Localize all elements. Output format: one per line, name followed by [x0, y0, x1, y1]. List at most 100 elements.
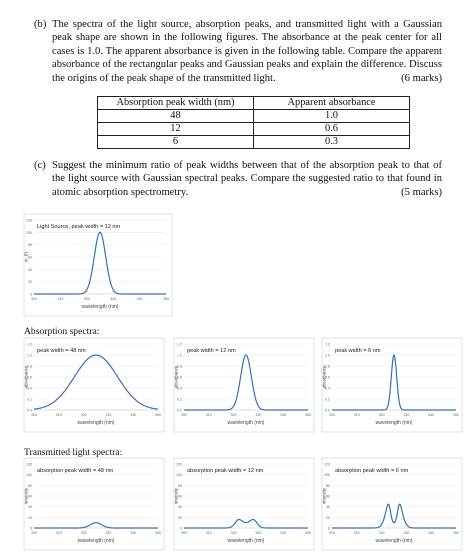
series-line [332, 503, 456, 529]
y-tick-label: 120 [324, 463, 330, 467]
absorption-spectra-heading: Absorption spectra: [24, 326, 100, 337]
spectrum-chart-2: 0.0 0.2 0.4 0.6 0.8 1.0 1.2 300 310 320 330 340 350 w… [23, 337, 165, 433]
x-tick-label: 320 [231, 531, 237, 535]
y-tick-label: 1.0 [177, 354, 182, 358]
spectrum-chart-1: 0 20 40 60 80 100 120 300 310 320 330 340 350 wavelen… [23, 213, 173, 317]
table-row: 6 0.3 [97, 135, 410, 149]
series-line [184, 518, 308, 529]
y-tick-label: 1.2 [325, 343, 330, 347]
y-tick-label: 0.6 [27, 376, 32, 380]
chart-frame [321, 457, 463, 551]
y-tick-label: 40 [326, 505, 330, 509]
y-tick-label: 60 [326, 495, 330, 499]
y-axis-title: in. (l) [24, 252, 29, 262]
chart-title: peak width = 48 nm [37, 348, 86, 354]
x-tick-label: 350 [305, 413, 311, 417]
table-cell: 0.3 [253, 135, 410, 149]
x-tick-label: 340 [130, 531, 136, 535]
x-tick-label: 330 [403, 531, 409, 535]
y-tick-label: 0 [30, 293, 32, 297]
apparent-absorbance-table: Absorption peak width (nm) Apparent abso… [97, 96, 410, 149]
y-tick-label: 20 [28, 280, 32, 284]
y-tick-label: 0.4 [177, 387, 182, 391]
x-axis-title: wavelength (nm) [228, 538, 265, 544]
x-tick-label: 310 [56, 531, 62, 535]
y-tick-label: 80 [28, 484, 32, 488]
table-cell: 6 [97, 135, 254, 149]
spectrum-chart-5: 0 20 40 60 80 100 120 300 310 320 330 340 350 wavelen… [24, 457, 165, 551]
y-axis-title: absorbance [24, 365, 29, 389]
x-tick-label: 310 [206, 413, 212, 417]
x-tick-label: 300 [31, 413, 37, 417]
y-tick-label: 80 [28, 243, 32, 247]
y-tick-label: 0.2 [177, 398, 182, 402]
x-tick-label: 350 [155, 531, 161, 535]
table-cell: 12 [97, 122, 254, 136]
x-tick-label: 320 [231, 413, 237, 417]
x-tick-label: 330 [255, 531, 261, 535]
table-cell: 48 [97, 109, 254, 123]
x-axis-title: wavelength (nm) [78, 538, 115, 544]
x-tick-label: 310 [354, 531, 360, 535]
y-tick-label: 40 [28, 505, 32, 509]
x-tick-label: 340 [428, 413, 434, 417]
x-tick-label: 330 [255, 413, 261, 417]
y-tick-label: 40 [28, 268, 32, 272]
spectrum-chart-6: 0 20 40 60 80 100 120 300 310 320 330 340 350 wavelen… [174, 457, 315, 551]
x-tick-label: 330 [110, 297, 116, 301]
x-tick-label: 330 [105, 531, 111, 535]
y-tick-label: 0.0 [325, 409, 330, 413]
y-tick-label: 120 [176, 463, 182, 467]
x-axis-title: wavelength (nm) [376, 538, 413, 544]
y-tick-label: 1.0 [325, 354, 330, 358]
x-tick-label: 320 [81, 531, 87, 535]
table-cell: 1.0 [253, 109, 410, 123]
question-c-label: (c) [34, 160, 46, 171]
x-tick-label: 310 [57, 297, 63, 301]
table-header-row: Absorption peak width (nm) Apparent abso… [97, 96, 410, 110]
y-tick-label: 0.8 [325, 365, 330, 369]
x-tick-label: 320 [379, 413, 385, 417]
y-tick-label: 1.2 [177, 343, 182, 347]
question-c-marks: (5 marks) [401, 186, 442, 198]
y-tick-label: 0.8 [27, 365, 32, 369]
x-axis-title: wavelength (nm) [376, 420, 413, 426]
x-tick-label: 340 [137, 297, 143, 301]
y-tick-label: 120 [26, 463, 32, 467]
chart-title: peak width = 12 nm [187, 348, 236, 354]
chart-frame [23, 213, 173, 317]
y-tick-label: 100 [324, 473, 330, 477]
x-tick-label: 320 [379, 531, 385, 535]
y-tick-label: 0.2 [325, 398, 330, 402]
question-b-text: The spectra of the light source, absorpt… [52, 19, 442, 84]
transmitted-spectra-heading: Transmitted light spectra: [24, 447, 123, 458]
x-tick-label: 300 [181, 531, 187, 535]
y-axis-title: absorbance [322, 365, 327, 389]
y-axis-title: absorbance [174, 365, 179, 389]
y-tick-label: 60 [28, 256, 32, 260]
y-tick-label: 20 [178, 516, 182, 520]
table-cell: 0.6 [253, 122, 410, 136]
x-tick-label: 300 [329, 531, 335, 535]
x-tick-label: 330 [403, 413, 409, 417]
question-c-text: Suggest the minimum ratio of peak widths… [52, 160, 442, 198]
chart-title: peak width = 6 nm [335, 348, 381, 354]
x-tick-label: 310 [354, 413, 360, 417]
y-tick-label: 20 [326, 516, 330, 520]
y-tick-label: 120 [26, 219, 32, 223]
x-tick-label: 350 [453, 413, 459, 417]
x-tick-label: 350 [453, 531, 459, 535]
x-tick-label: 350 [163, 297, 169, 301]
y-tick-label: 80 [326, 484, 330, 488]
x-tick-label: 310 [206, 531, 212, 535]
y-tick-label: 80 [178, 484, 182, 488]
x-axis-title: wavelength (nm) [78, 420, 115, 426]
x-tick-label: 340 [280, 531, 286, 535]
y-axis-title: intensity [174, 487, 179, 504]
question-b-label: (b) [34, 19, 47, 30]
y-axis-title: intensity [24, 487, 29, 504]
y-tick-label: 0 [30, 527, 32, 531]
y-tick-label: 0.6 [177, 376, 182, 380]
x-tick-label: 320 [84, 297, 90, 301]
chart-frame [23, 337, 165, 433]
